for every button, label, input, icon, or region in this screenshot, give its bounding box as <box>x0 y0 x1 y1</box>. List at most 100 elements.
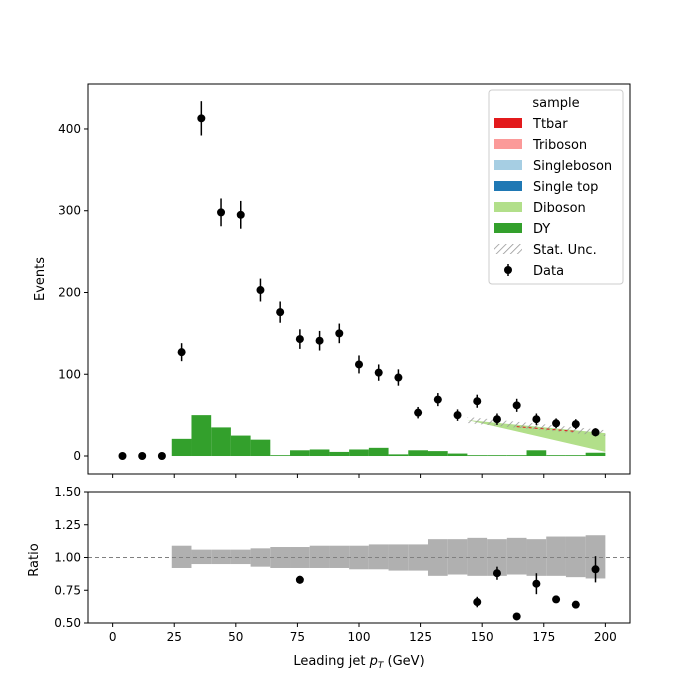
y-tick-label: 400 <box>58 122 81 136</box>
data-point <box>295 335 304 344</box>
legend-label: DY <box>533 222 550 237</box>
ratio-y-tick-label: 1.25 <box>54 518 81 532</box>
x-tick-label: 200 <box>594 630 617 644</box>
x-tick-label: 25 <box>167 630 182 644</box>
ratio-unc-bin <box>309 545 330 568</box>
ratio-point <box>492 569 501 578</box>
data-point <box>591 428 600 437</box>
main-panel: 0 100 200 300 400 Events <box>33 83 631 478</box>
x-axis: 0 25 50 75 100 125 150 175 200 <box>109 623 617 644</box>
legend-label: Diboson <box>533 201 586 216</box>
legend-box <box>488 89 624 285</box>
legend-label: Singleboson <box>533 159 612 174</box>
ratio-unc-bin <box>467 537 488 576</box>
ttbar-edge <box>516 426 576 432</box>
data-point <box>453 411 462 420</box>
legend-marker <box>504 266 512 274</box>
ratio-unc-bin <box>565 536 586 578</box>
dy-bar <box>270 455 291 457</box>
ratio-uncertainty-band <box>171 535 606 579</box>
ratio-unc-bin <box>230 549 251 565</box>
dy-bar <box>309 449 330 457</box>
ratio-point <box>295 575 304 584</box>
x-tick-label: 150 <box>471 630 494 644</box>
legend-swatch-hatch <box>494 244 522 254</box>
data-point <box>236 210 245 219</box>
legend-swatch <box>494 160 522 170</box>
x-tick-label: 50 <box>228 630 243 644</box>
ratio-unc-bin <box>211 549 231 565</box>
ratio-unc-bin <box>171 545 192 568</box>
dy-bar <box>329 451 350 457</box>
legend-label: Triboson <box>532 138 587 153</box>
x-axis-label-unit: (GeV) <box>383 654 424 669</box>
data-point <box>532 415 541 424</box>
ratio-unc-bin <box>250 548 271 567</box>
y-tick-label: 100 <box>58 367 81 381</box>
legend-label: Stat. Unc. <box>533 243 597 258</box>
y-axis-label: Events <box>33 257 48 301</box>
data-point <box>374 368 383 377</box>
ratio-y-tick-label: 0.75 <box>54 583 81 597</box>
data-layer <box>118 101 600 461</box>
dy-bar <box>388 454 409 457</box>
data-point <box>433 395 442 404</box>
legend-label: Data <box>533 264 564 279</box>
ratio-point <box>591 565 600 574</box>
dy-bar <box>427 451 448 457</box>
data-point <box>492 415 501 424</box>
legend-swatch <box>494 118 522 128</box>
ratio-y-axis: 0.50 0.75 1.00 1.25 1.50 <box>54 485 88 630</box>
ratio-point <box>532 579 541 588</box>
x-axis-label-subscript: T <box>378 661 385 671</box>
ratio-unc-bin <box>427 539 448 576</box>
dy-bar <box>408 450 428 457</box>
data-point <box>552 419 561 428</box>
ratio-unc-bin <box>191 549 212 565</box>
x-axis-label: Leading jet pT (GeV) <box>293 654 424 671</box>
legend-label: Single top <box>533 180 598 195</box>
data-point <box>571 420 580 429</box>
x-tick-label: 0 <box>109 630 117 644</box>
ratio-y-tick-label: 1.50 <box>54 485 81 499</box>
dy-bar <box>290 450 310 457</box>
y-tick-label: 300 <box>58 204 81 218</box>
dy-bar <box>546 455 566 457</box>
legend-swatch <box>494 202 522 212</box>
dy-bar <box>447 453 468 457</box>
ratio-point <box>571 600 580 609</box>
ratio-unc-bin <box>329 545 350 568</box>
ratio-unc-bin <box>447 539 468 575</box>
y-tick-label: 200 <box>58 285 81 299</box>
data-point <box>118 452 127 461</box>
ratio-point <box>512 612 521 621</box>
dy-bar <box>526 450 547 457</box>
x-tick-label: 75 <box>290 630 305 644</box>
ratio-y-tick-label: 1.00 <box>54 551 81 565</box>
data-point <box>335 329 344 338</box>
data-point <box>276 308 285 317</box>
dy-bar <box>585 452 606 457</box>
dy-bar <box>191 415 212 457</box>
ratio-y-tick-label: 0.50 <box>54 616 81 630</box>
data-point <box>217 208 226 217</box>
data-point <box>157 452 166 461</box>
data-point <box>473 397 482 406</box>
dy-bar <box>487 455 507 457</box>
data-point <box>256 286 265 295</box>
legend-swatch <box>494 181 522 191</box>
x-tick-label: 125 <box>409 630 432 644</box>
data-point <box>197 114 206 123</box>
data-point <box>315 336 324 345</box>
data-point <box>512 401 521 410</box>
diboson-area <box>467 420 606 452</box>
dy-bar <box>506 455 527 457</box>
dy-bar <box>349 449 369 457</box>
ratio-point <box>473 598 482 607</box>
dy-bar <box>368 447 389 457</box>
main-y-axis: 0 100 200 300 400 <box>58 122 88 463</box>
stack-layer <box>171 415 606 457</box>
ratio-unc-bin <box>506 537 527 575</box>
x-tick-label: 100 <box>348 630 371 644</box>
